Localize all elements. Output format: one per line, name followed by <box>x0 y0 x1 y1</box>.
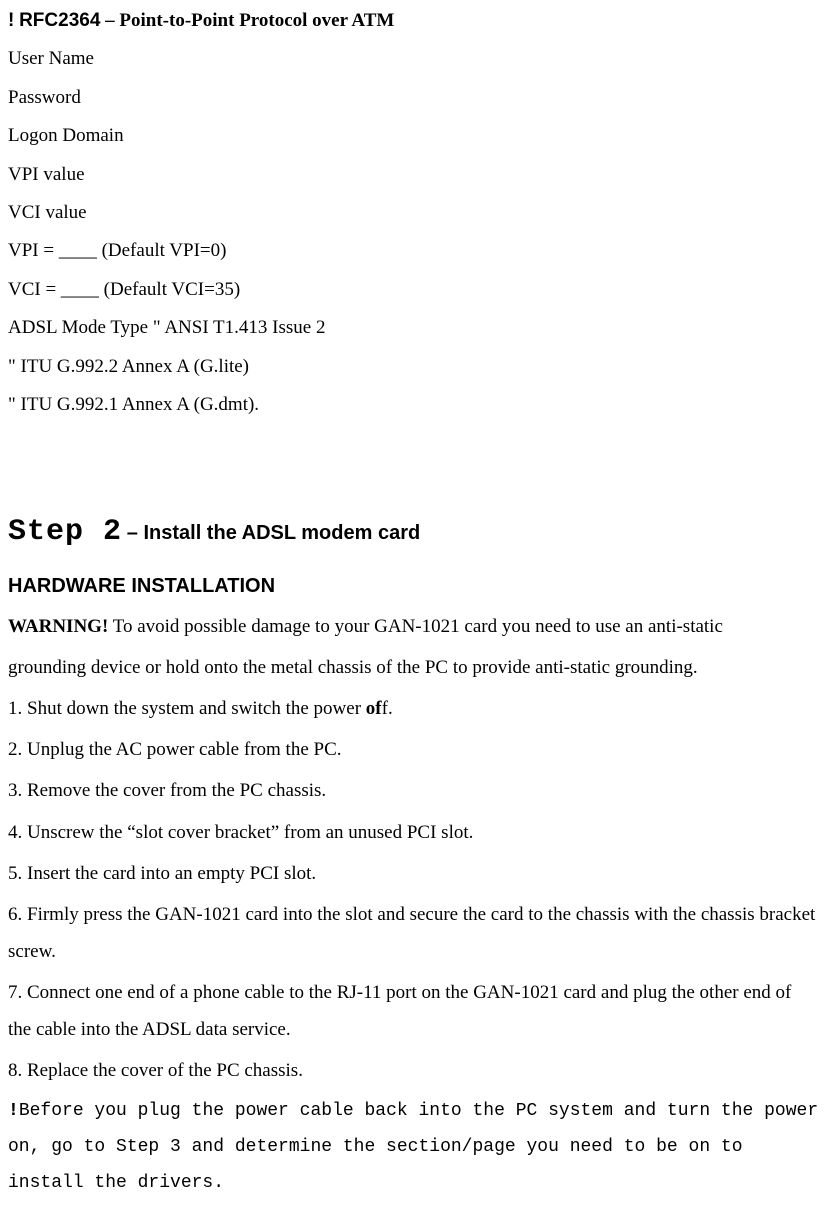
field-vpi-value: VPI value <box>8 160 819 190</box>
header-dash: – <box>100 10 119 31</box>
step-2-heading: Step 2 – Install the ADSL modem card <box>8 508 819 556</box>
field-user-name: User Name <box>8 44 819 74</box>
field-vci-default: VCI = ____ (Default VCI=35) <box>8 275 819 305</box>
step1-off-bold: of <box>366 698 382 719</box>
header-rfc: RFC2364 <box>19 10 100 31</box>
install-step-2: 2. Unplug the AC power cable from the PC… <box>8 731 819 768</box>
install-step-6: 6. Firmly press the GAN-1021 card into t… <box>8 896 819 970</box>
field-gdmt: " ITU G.992.1 Annex A (G.dmt). <box>8 390 819 420</box>
document-page: ! RFC2364 – Point-to-Point Protocol over… <box>0 0 827 1221</box>
header-line: ! RFC2364 – Point-to-Point Protocol over… <box>8 6 819 36</box>
step-number: Step 2 <box>8 515 122 549</box>
step1-part-a: 1. Shut down the system and switch the p… <box>8 698 366 719</box>
install-step-3: 3. Remove the cover from the PC chassis. <box>8 772 819 809</box>
note-bang: ! <box>8 1101 19 1121</box>
install-step-5: 5. Insert the card into an empty PCI slo… <box>8 855 819 892</box>
warning-text-2: grounding device or hold onto the metal … <box>8 649 819 686</box>
hardware-installation-title: HARDWARE INSTALLATION <box>8 570 819 602</box>
install-step-8: 8. Replace the cover of the PC chassis. <box>8 1052 819 1089</box>
field-logon-domain: Logon Domain <box>8 121 819 151</box>
field-vci-value: VCI value <box>8 198 819 228</box>
warning-label: WARNING! <box>8 616 108 637</box>
step1-part-c: f. <box>382 698 393 719</box>
field-password: Password <box>8 83 819 113</box>
spacer <box>8 428 819 498</box>
note-text: Before you plug the power cable back int… <box>8 1101 818 1193</box>
field-glite: " ITU G.992.2 Annex A (G.lite) <box>8 352 819 382</box>
warning-text-1: To avoid possible damage to your GAN-102… <box>108 616 723 637</box>
step-subtitle: – Install the ADSL modem card <box>127 522 420 544</box>
header-bang: ! <box>8 10 14 31</box>
install-step-4: 4. Unscrew the “slot cover bracket” from… <box>8 814 819 851</box>
final-note: !Before you plug the power cable back in… <box>8 1093 819 1201</box>
field-vpi-default: VPI = ____ (Default VPI=0) <box>8 236 819 266</box>
warning-paragraph: WARNING! To avoid possible damage to you… <box>8 608 819 645</box>
install-step-1: 1. Shut down the system and switch the p… <box>8 690 819 727</box>
field-adsl-mode: ADSL Mode Type " ANSI T1.413 Issue 2 <box>8 313 819 343</box>
header-subtitle: Point-to-Point Protocol over ATM <box>119 10 394 31</box>
install-step-7: 7. Connect one end of a phone cable to t… <box>8 974 819 1048</box>
